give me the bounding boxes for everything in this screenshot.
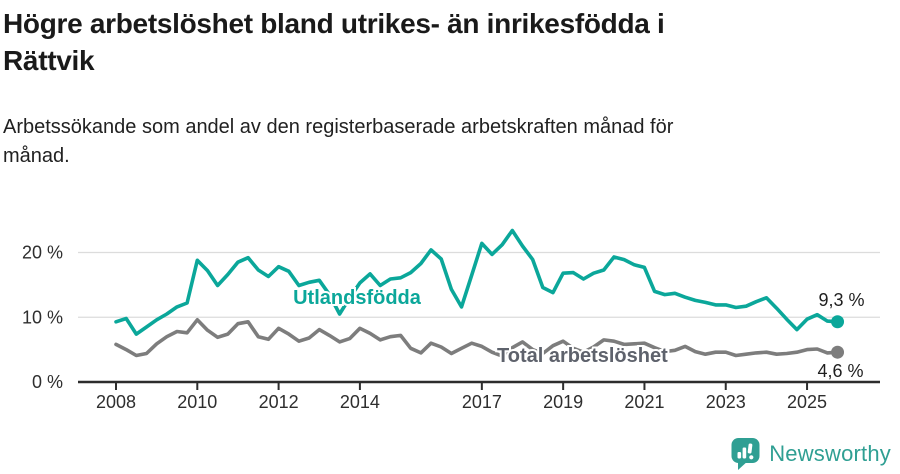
y-tick-label: 10 %	[22, 307, 63, 327]
newsworthy-logo: Newsworthy	[730, 437, 891, 471]
series-label-utlandsfodda: Utlandsfödda	[293, 287, 422, 309]
subtitle-line-2: månad.	[3, 145, 70, 167]
chart-subtitle: Arbetssökande som andel av den registerb…	[3, 113, 823, 171]
x-tick-label: 2021	[624, 392, 664, 412]
x-tick-label: 2012	[259, 392, 299, 412]
x-tick-label: 2019	[543, 392, 583, 412]
series-label-total: Total arbetslöshet	[497, 345, 668, 367]
unemployment-line-chart: 0 % 10 % 20 % 2008 2010 2012 2014 2017 2019 2021 2…	[22, 228, 880, 412]
x-tick-label: 2023	[706, 392, 746, 412]
title-line-1: Högre arbetslöshet bland utrikes- än inr…	[3, 8, 665, 39]
series-line-total	[114, 318, 840, 358]
y-tick-label: 0 %	[32, 372, 63, 392]
x-tick-label: 2014	[340, 392, 380, 412]
series-end-value-label: 9,3 %	[819, 290, 865, 310]
bar-chart-speech-bubble-icon	[731, 438, 760, 470]
series-end-value-label: 4,6 %	[818, 361, 864, 381]
page-title: Högre arbetslöshet bland utrikes- än inr…	[3, 5, 863, 79]
x-tick-label: 2017	[462, 392, 502, 412]
x-tick-label: 2010	[177, 392, 217, 412]
series-end-dot	[831, 315, 845, 329]
x-tick-label: 2008	[96, 392, 136, 412]
series-end-dot	[831, 345, 845, 359]
brand-name: Newsworthy	[769, 441, 891, 466]
series-line-utlandsfodda	[114, 228, 840, 336]
title-line-2: Rättvik	[3, 45, 95, 76]
subtitle-line-1: Arbetssökande som andel av den registerb…	[3, 116, 674, 138]
x-tick-label: 2025	[787, 392, 827, 412]
y-tick-label: 20 %	[22, 243, 63, 263]
